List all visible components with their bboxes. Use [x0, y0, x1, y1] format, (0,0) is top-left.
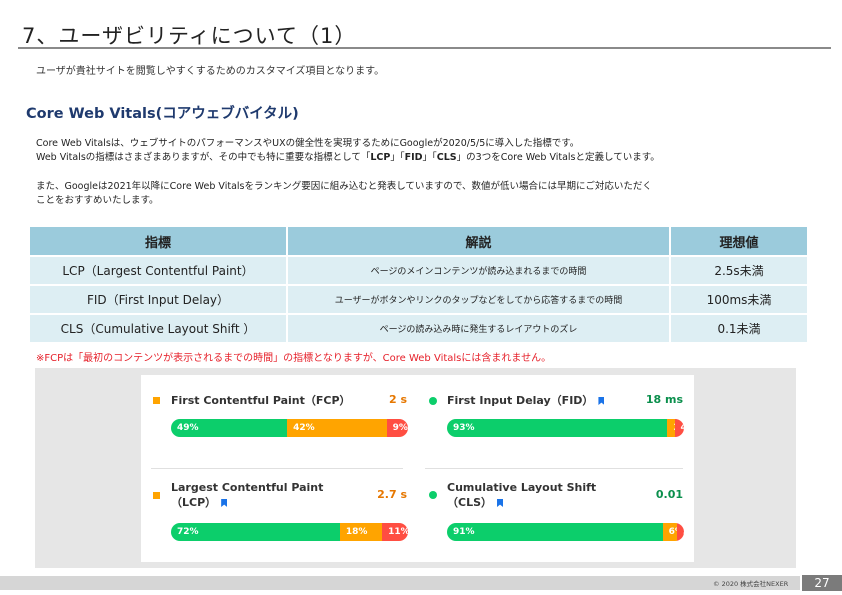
metric-title: Cumulative Layout Shift （CLS） — [447, 481, 597, 509]
table-header-row: 指標 解説 理想値 — [30, 227, 807, 255]
orange-square-icon — [153, 397, 160, 404]
advice-paragraph: また、Googleは2021年以降にCore Web Vitalsをランキング要… — [36, 180, 652, 208]
table-row: LCP（Largest Contentful Paint） ページのメインコンテ… — [30, 255, 807, 284]
cls-keyword: CLS — [436, 152, 457, 163]
good-segment: 93% — [447, 419, 668, 437]
metric-value: 18 ms — [645, 393, 683, 406]
needs-improvement-segment: 3% — [667, 419, 675, 437]
metric-target-cell: 100ms未満 — [671, 284, 807, 313]
fid-keyword: FID — [404, 152, 423, 163]
divider — [425, 468, 683, 469]
metric-target-cell: 0.1未満 — [671, 313, 807, 342]
advice-line-2: ことをおすすめいたします。 — [36, 195, 159, 206]
needs-improvement-segment: 6% — [662, 523, 677, 541]
intro-line-1: Core Web Vitalsは、ウェブサイトのパフォーマンスやUXの健全性を実… — [36, 138, 580, 149]
needs-improvement-segment: 42% — [287, 419, 387, 437]
page-subtitle: ユーザが貴社サイトを閲覧しやすくするためのカスタマイズ項目となります。 — [36, 66, 385, 77]
metric-name-cell: LCP（Largest Contentful Paint） — [30, 255, 288, 284]
fcp-note: ※FCPは「最初のコンテンツが表示されるまでの時間」の指標となりますが、Core… — [36, 353, 552, 364]
table-header-metric: 指標 — [30, 227, 288, 255]
page-title: 7、ユーザビリティについて（1） — [22, 24, 357, 48]
metric-name-cell: CLS（Cumulative Layout Shift ） — [30, 313, 288, 342]
metric-target-cell: 2.5s未満 — [671, 255, 807, 284]
distribution-bar: 93% 3% 4% — [447, 419, 684, 437]
metric-description-cell: ページの読み込み時に発生するレイアウトのズレ — [288, 313, 671, 342]
good-segment: 72% — [171, 523, 340, 541]
metrics-table: 指標 解説 理想値 LCP（Largest Contentful Paint） … — [30, 227, 807, 342]
bookmark-icon — [497, 499, 504, 507]
copyright: © 2020 株式会社NEXER — [713, 580, 789, 588]
page-number: 27 — [802, 575, 842, 591]
table-row: FID（First Input Delay） ユーザーがボタンやリンクのタップな… — [30, 284, 807, 313]
poor-segment: 4% — [674, 419, 684, 437]
bookmark-icon — [598, 397, 605, 405]
green-circle-icon — [429, 397, 437, 405]
metric-title: Largest Contentful Paint （LCP） — [171, 481, 324, 509]
table-header-target: 理想値 — [671, 227, 807, 255]
good-segment: 91% — [447, 523, 663, 541]
metric-value: 0.01 — [655, 488, 683, 501]
field-data-screenshot: First Contentful Paint（FCP） 2 s 49% 42% … — [141, 375, 694, 562]
table-row: CLS（Cumulative Layout Shift ） ページの読み込み時に… — [30, 313, 807, 342]
section-heading: Core Web Vitals(コアウェブバイタル) — [26, 106, 299, 122]
distribution-bar: 72% 18% 11% — [171, 523, 408, 541]
poor-segment: 11% — [382, 523, 408, 541]
poor-segment: 3% — [676, 523, 684, 541]
metric-value: 2.7 s — [377, 488, 407, 501]
metric-title: First Input Delay（FID） — [447, 393, 627, 408]
advice-line-1: また、Googleは2021年以降にCore Web Vitalsをランキング要… — [36, 181, 652, 192]
metric-title: First Contentful Paint（FCP） — [171, 394, 351, 407]
distribution-bar: 49% 42% 9% — [171, 419, 408, 437]
divider — [151, 468, 403, 469]
good-segment: 49% — [171, 419, 288, 437]
poor-segment: 9% — [386, 419, 408, 437]
table-header-description: 解説 — [288, 227, 671, 255]
needs-improvement-segment: 18% — [339, 523, 383, 541]
metric-value: 2 s — [388, 393, 407, 406]
lcp-keyword: LCP — [370, 152, 391, 163]
intro-paragraph: Core Web Vitalsは、ウェブサイトのパフォーマンスやUXの健全性を実… — [36, 137, 660, 165]
footer-bar — [0, 576, 800, 590]
intro-line-2: Web Vitalsの指標はさまざまありますが、その中でも特に重要な指標として「… — [36, 152, 660, 163]
metric-description-cell: ユーザーがボタンやリンクのタップなどをしてから応答するまでの時間 — [288, 284, 671, 313]
metric-name-cell: FID（First Input Delay） — [30, 284, 288, 313]
green-circle-icon — [429, 491, 437, 499]
orange-square-icon — [153, 492, 160, 499]
title-divider — [18, 47, 831, 49]
bookmark-icon — [221, 499, 228, 507]
metric-description-cell: ページのメインコンテンツが読み込まれるまでの時間 — [288, 255, 671, 284]
distribution-bar: 91% 6% 3% — [447, 523, 684, 541]
